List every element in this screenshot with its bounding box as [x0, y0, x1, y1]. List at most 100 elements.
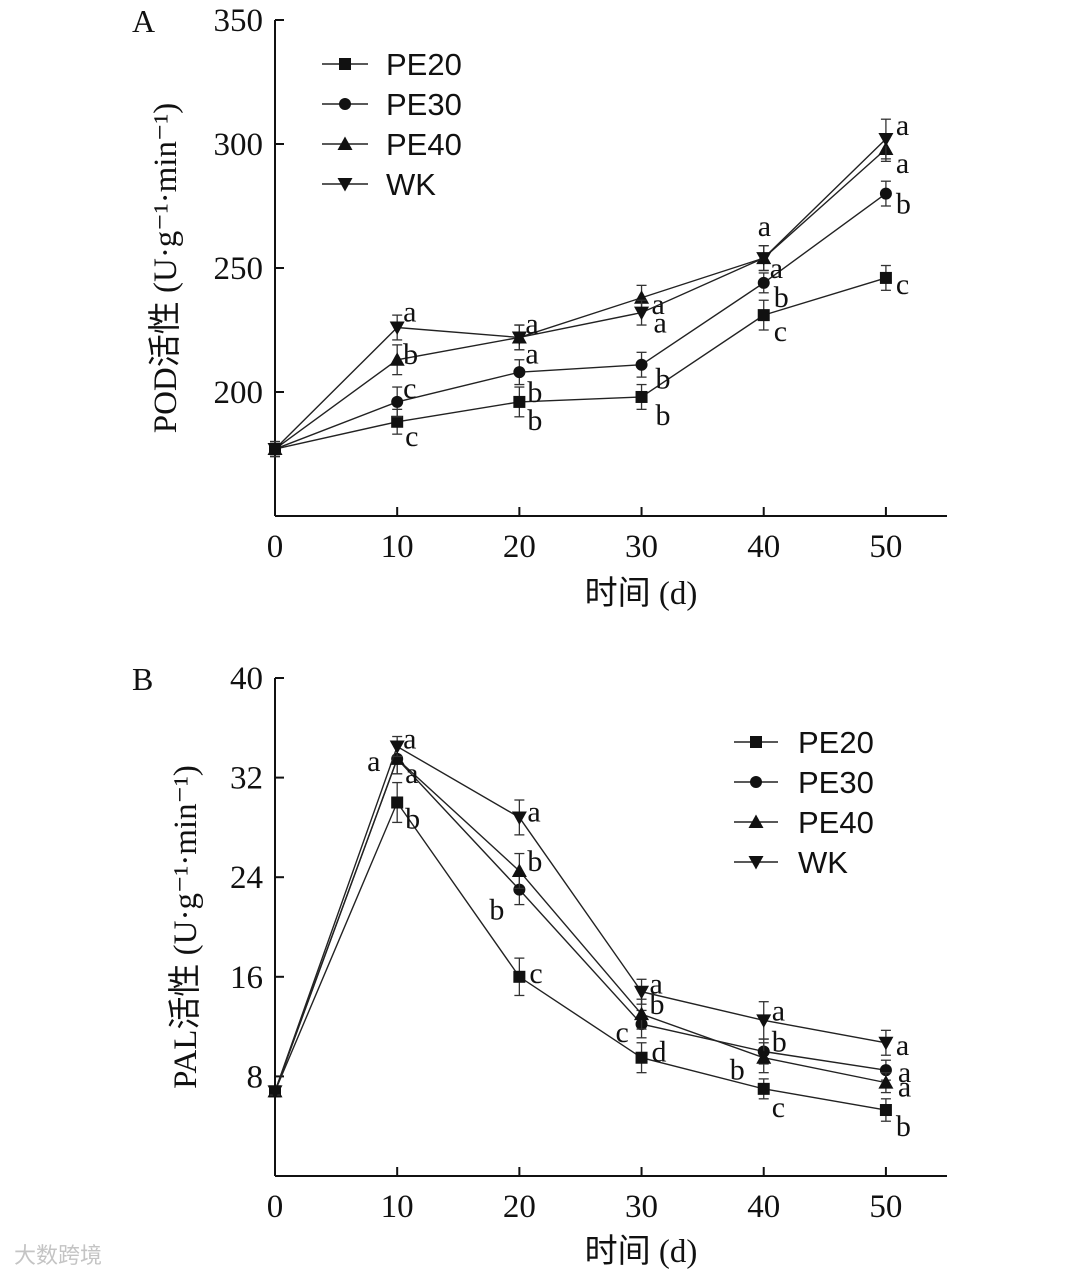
series-pe30: c b bbb — [269, 180, 911, 458]
data-point — [879, 187, 892, 200]
data-point — [511, 331, 527, 345]
significance-letter: c — [403, 372, 416, 405]
data-point — [513, 970, 526, 983]
y-tick-label: 300 — [214, 127, 264, 163]
y-tick-label: 250 — [214, 251, 264, 287]
legend-label: PE30 — [386, 87, 462, 122]
panel-label: B — [132, 661, 153, 697]
significance-letter: a — [403, 296, 416, 329]
significance-letter: b — [527, 845, 542, 878]
data-point — [635, 1051, 648, 1064]
significance-letter: a — [772, 994, 785, 1027]
data-point — [389, 740, 405, 754]
x-tick-label: 20 — [503, 529, 536, 565]
data-point — [757, 1082, 770, 1095]
legend-item-pe20: PE20 — [322, 47, 462, 82]
significance-letter: a — [650, 968, 663, 1001]
y-tick-label: 32 — [230, 761, 263, 797]
y-tick-label: 350 — [214, 3, 264, 39]
significance-letter: a — [898, 1071, 911, 1104]
significance-letter: b — [896, 1110, 911, 1143]
legend-item-wk: WK — [734, 845, 848, 880]
data-point — [756, 1014, 772, 1028]
legend-marker — [748, 814, 764, 828]
data-point — [879, 1104, 892, 1117]
legend-label: PE20 — [798, 725, 874, 760]
chart-panel-a: 0 10 20 30 40 50 200 250 300 350 A 时间 (d) POD活性 (U·g… — [132, 3, 947, 612]
x-tick-label: 0 — [267, 1189, 284, 1225]
data-point — [878, 133, 894, 147]
y-tick-label: 40 — [230, 661, 263, 697]
legend-label: PE20 — [386, 47, 462, 82]
significance-letter: a — [654, 307, 667, 340]
significance-letter: c — [616, 1016, 629, 1049]
series-line — [274, 138, 887, 450]
data-point — [391, 415, 404, 428]
series-line — [274, 277, 887, 450]
significance-letter: a — [525, 337, 538, 370]
significance-letter: b — [405, 803, 420, 836]
legend-label: WK — [798, 845, 848, 880]
data-point — [634, 1006, 650, 1021]
data-point — [635, 358, 648, 371]
series-line — [274, 745, 887, 1092]
legend-marker — [750, 736, 762, 748]
significance-letter: c — [772, 1091, 785, 1124]
legend-label: PE40 — [386, 127, 462, 162]
significance-letter: d — [652, 1036, 667, 1069]
significance-letter: b — [772, 1026, 787, 1059]
significance-letter: a — [652, 288, 665, 321]
y-tick-label: 200 — [214, 375, 264, 411]
legend-marker — [750, 776, 762, 788]
legend-marker — [748, 856, 764, 870]
data-point — [267, 443, 283, 457]
significance-letter: a — [896, 1029, 909, 1062]
series-line — [274, 193, 887, 450]
watermark: 大数跨境 — [14, 1238, 102, 1270]
significance-letter: b — [489, 894, 504, 927]
x-tick-label: 50 — [869, 529, 902, 565]
series-line — [274, 148, 887, 450]
series-line — [274, 757, 887, 1092]
significance-letter: a — [896, 109, 909, 142]
x-tick-label: 20 — [503, 1189, 536, 1225]
significance-letter: c — [529, 957, 542, 990]
significance-letter: b — [527, 376, 542, 409]
significance-letter: a — [525, 307, 538, 340]
significance-letter: a — [770, 252, 783, 285]
data-point — [391, 395, 404, 408]
data-point — [879, 271, 892, 284]
x-tick-label: 30 — [625, 1189, 658, 1225]
legend-marker — [339, 98, 351, 110]
significance-letter: c — [405, 420, 418, 453]
legend-label: PE30 — [798, 765, 874, 800]
data-point — [634, 306, 650, 321]
y-tick-label: 24 — [230, 860, 263, 896]
series-pe20: c b bcc — [269, 264, 909, 458]
data-point — [511, 811, 527, 825]
legend-marker — [337, 178, 353, 192]
legend: PE20 PE30 PE40 WK — [734, 725, 874, 880]
legend-item-pe30: PE30 — [734, 765, 874, 800]
significance-letter: b — [527, 404, 542, 437]
legend: PE20 PE30 PE40 WK — [322, 47, 462, 202]
x-tick-label: 0 — [267, 529, 284, 565]
data-point — [878, 1075, 894, 1089]
series-line — [274, 801, 887, 1111]
y-axis-title: PAL活性 (U·g⁻¹·min⁻¹) — [167, 765, 204, 1089]
significance-letter: a — [403, 722, 416, 755]
series-line — [274, 757, 887, 1092]
legend-marker — [339, 58, 351, 70]
legend-marker — [337, 136, 353, 150]
significance-letter: c — [896, 268, 909, 301]
significance-letter: b — [730, 1054, 745, 1087]
x-axis-title: 时间 (d) — [585, 1234, 698, 1270]
y-axis-title: POD活性 (U·g⁻¹·min⁻¹) — [147, 103, 184, 434]
x-tick-label: 40 — [747, 529, 780, 565]
x-tick-label: 30 — [625, 529, 658, 565]
legend-label: WK — [386, 167, 436, 202]
data-point — [513, 395, 526, 408]
x-tick-label: 50 — [869, 1189, 902, 1225]
